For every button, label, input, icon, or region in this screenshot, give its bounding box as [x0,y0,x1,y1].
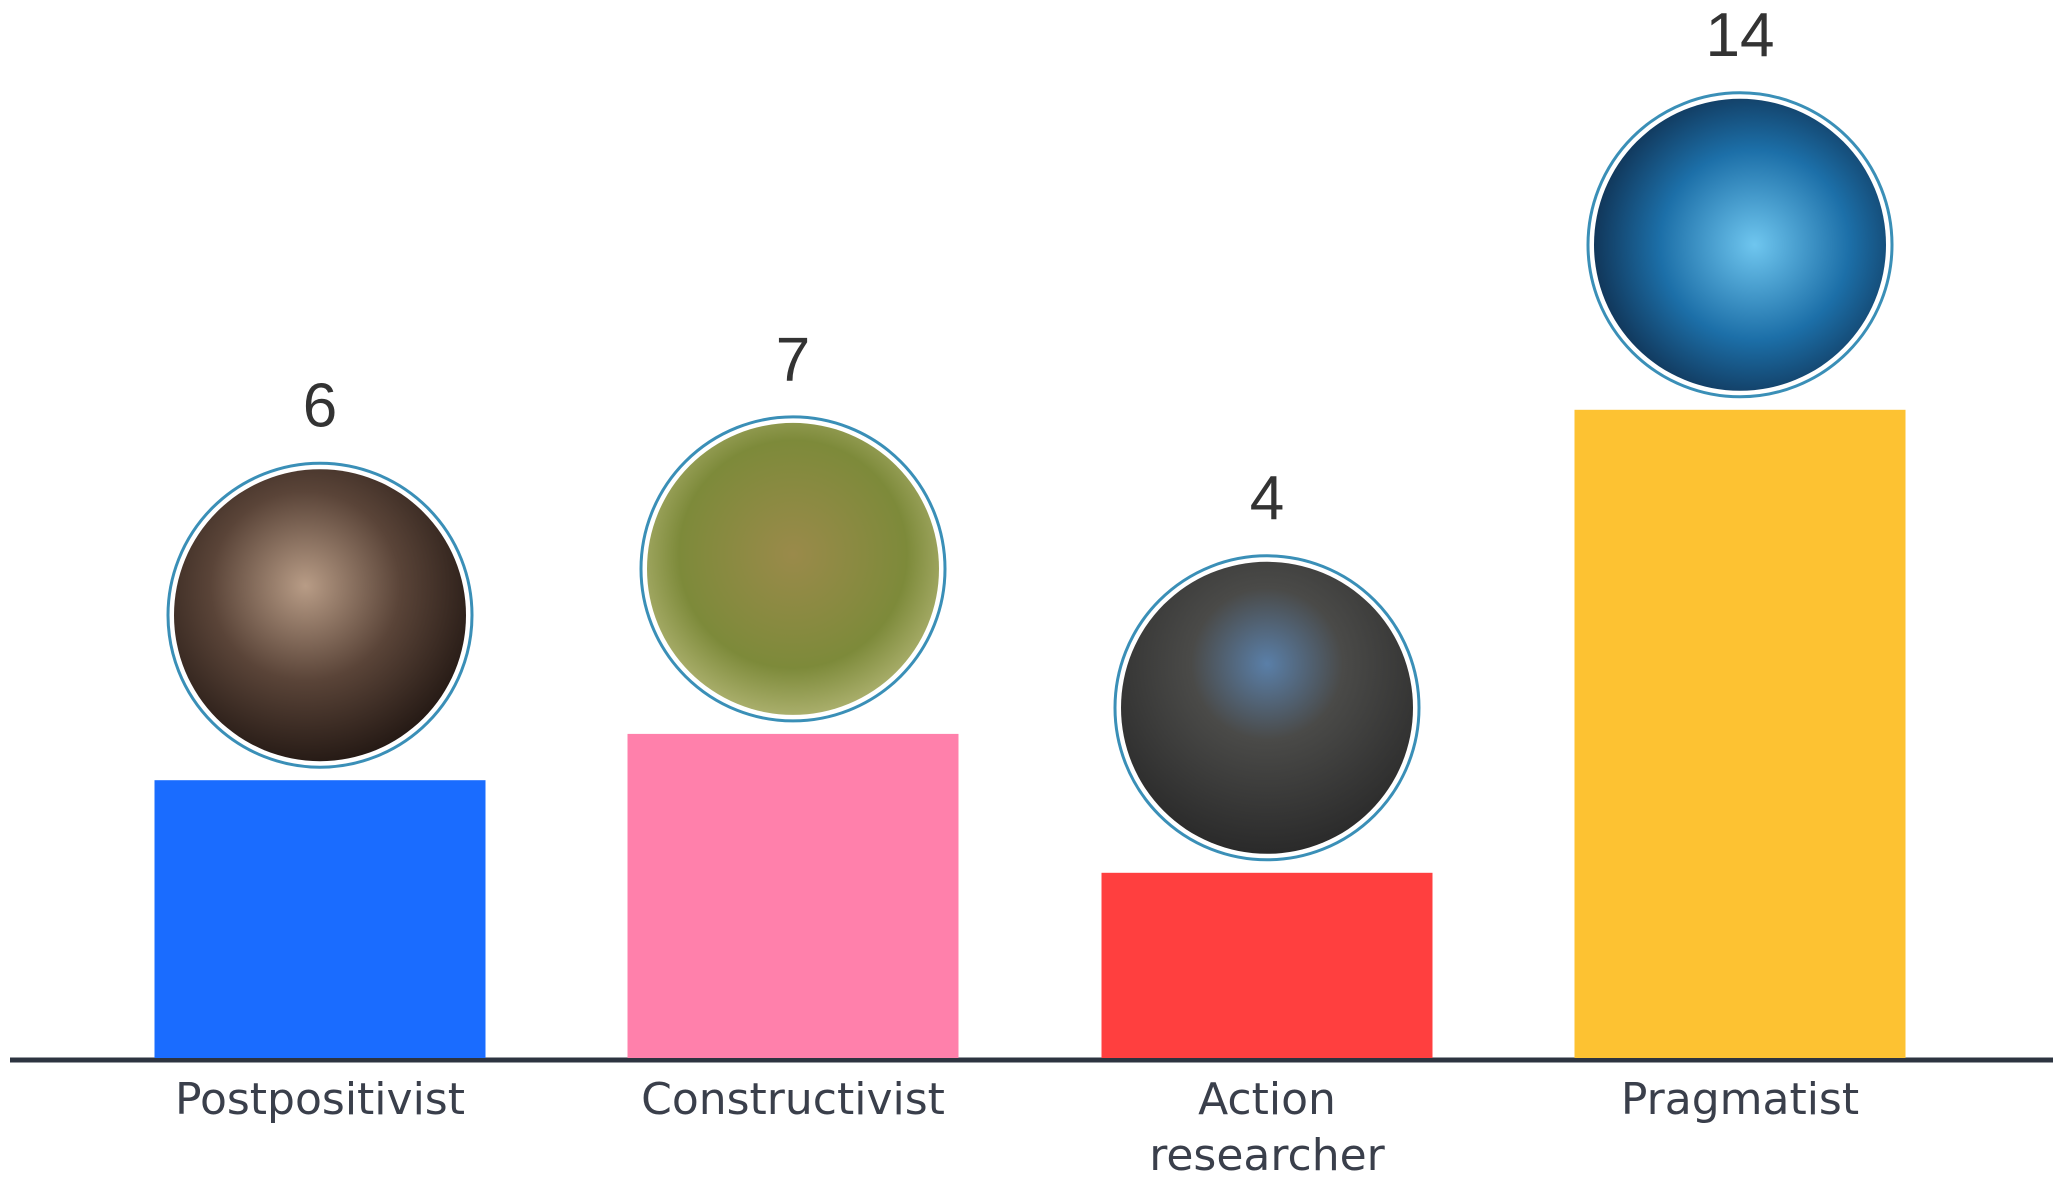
value-label: 4 [1250,464,1284,533]
bar [154,780,486,1058]
value-label: 6 [303,372,337,441]
bar-image [647,422,939,715]
value-label: 7 [776,325,810,394]
category-label: Pragmatist [1620,1074,1860,1125]
bar [1101,872,1433,1058]
value-label: 14 [1706,1,1775,70]
bar [1574,409,1906,1058]
category-label: Postpositivist [175,1074,465,1125]
bar-image [1121,561,1413,854]
category-label: Constructivist [641,1074,945,1125]
bar [627,733,959,1058]
bar-image [174,469,466,762]
category-label: Action researcher [1149,1074,1385,1181]
bar-image [1594,98,1886,391]
